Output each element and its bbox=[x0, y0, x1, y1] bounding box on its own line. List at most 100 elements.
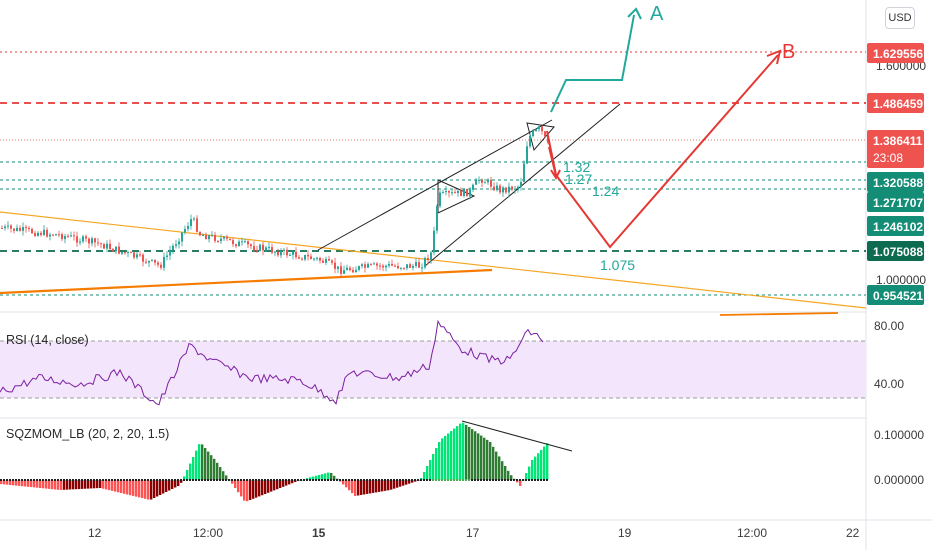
squeeze-bar bbox=[378, 480, 381, 492]
candle-body bbox=[130, 252, 132, 254]
candle-body bbox=[106, 243, 108, 249]
candle-body bbox=[244, 241, 246, 243]
squeeze-dot bbox=[336, 479, 338, 481]
sqz-title[interactable]: SQZMOM_LB (20, 2, 20, 1.5) bbox=[6, 427, 169, 441]
candle-body bbox=[394, 265, 396, 267]
candle-body bbox=[262, 244, 264, 251]
squeeze-dot bbox=[429, 479, 431, 481]
candle-body bbox=[19, 227, 21, 231]
candle-body bbox=[328, 259, 330, 261]
squeeze-dot bbox=[219, 479, 221, 481]
price-label-1320588: 1.320588 bbox=[867, 172, 924, 192]
squeeze-dot bbox=[150, 479, 152, 481]
squeeze-dot bbox=[330, 479, 332, 481]
candle-body bbox=[379, 265, 381, 267]
candle-body bbox=[10, 225, 12, 229]
squeeze-dot bbox=[234, 479, 236, 481]
candle-body bbox=[532, 131, 534, 137]
squeeze-dot bbox=[477, 479, 479, 481]
squeeze-bar bbox=[246, 480, 249, 502]
squeeze-dot bbox=[495, 479, 497, 481]
squeeze-bar bbox=[426, 466, 429, 480]
squeeze-bar bbox=[432, 454, 435, 480]
svg-text:0.954521: 0.954521 bbox=[873, 289, 923, 303]
squeeze-bar bbox=[255, 480, 258, 498]
squeeze-dot bbox=[432, 479, 434, 481]
candle-body bbox=[487, 179, 489, 183]
squeeze-bar bbox=[384, 480, 387, 491]
small-drop-arrow bbox=[548, 146, 557, 177]
squeeze-bar bbox=[81, 480, 84, 489]
squeeze-bar bbox=[261, 480, 264, 496]
candle-body bbox=[43, 229, 45, 235]
candle-body bbox=[256, 249, 258, 251]
squeeze-bar bbox=[459, 423, 462, 480]
candle-body bbox=[463, 188, 465, 197]
squeeze-bar bbox=[534, 456, 537, 480]
squeeze-bar bbox=[462, 422, 465, 480]
candle-body bbox=[49, 234, 51, 237]
candle-body bbox=[127, 252, 129, 254]
squeeze-dot bbox=[213, 479, 215, 481]
squeeze-bar bbox=[498, 456, 501, 480]
currency-button[interactable]: USD bbox=[885, 7, 915, 29]
candle-body bbox=[286, 249, 288, 256]
flag-triangle[interactable] bbox=[437, 179, 476, 214]
squeeze-dot bbox=[165, 479, 167, 481]
channel-upper-line[interactable] bbox=[317, 119, 553, 251]
squeeze-bar bbox=[387, 480, 390, 491]
wave-b-projection[interactable] bbox=[546, 54, 779, 249]
squeeze-dot bbox=[456, 479, 458, 481]
squeeze-dot bbox=[426, 479, 428, 481]
squeeze-bar bbox=[474, 431, 477, 480]
squeeze-bar bbox=[51, 480, 54, 490]
candle-body bbox=[361, 264, 363, 267]
candle-body bbox=[91, 238, 93, 244]
support-trendline-extension[interactable] bbox=[719, 312, 839, 316]
candle-body bbox=[439, 192, 441, 207]
candle-body bbox=[7, 225, 9, 227]
squeeze-bar bbox=[213, 458, 216, 480]
squeeze-dot bbox=[309, 479, 311, 481]
candle-body bbox=[469, 189, 471, 197]
squeeze-dot bbox=[84, 479, 86, 481]
support-trendline[interactable] bbox=[0, 268, 493, 295]
candle-body bbox=[1, 228, 3, 229]
candle-body bbox=[295, 251, 297, 258]
candle-body bbox=[316, 257, 318, 259]
squeeze-dot bbox=[189, 479, 191, 481]
candle-body bbox=[313, 258, 315, 260]
squeeze-bar bbox=[393, 480, 396, 489]
squeeze-dot bbox=[114, 479, 116, 481]
squeeze-dot bbox=[306, 479, 308, 481]
squeeze-bar bbox=[45, 480, 48, 489]
squeeze-dot bbox=[252, 479, 254, 481]
candle-body bbox=[397, 265, 399, 269]
squeeze-bar bbox=[75, 480, 78, 490]
squeeze-bar bbox=[189, 463, 192, 480]
time-tick-12: 12 bbox=[88, 526, 102, 540]
squeeze-bar bbox=[348, 480, 351, 491]
squeeze-dot bbox=[99, 479, 101, 481]
squeeze-dot bbox=[207, 479, 209, 481]
squeeze-bar bbox=[360, 480, 363, 495]
candle-body bbox=[268, 247, 270, 249]
squeeze-dot bbox=[351, 479, 353, 481]
squeeze-bar bbox=[447, 433, 450, 480]
squeeze-dot bbox=[81, 479, 83, 481]
squeeze-dot bbox=[294, 479, 296, 481]
channel-lower-line[interactable] bbox=[424, 103, 621, 267]
rsi-title[interactable]: RSI (14, close) bbox=[6, 333, 89, 347]
candle-body bbox=[367, 263, 369, 268]
squeeze-dot bbox=[12, 479, 14, 481]
momentum-divergence-line[interactable] bbox=[461, 420, 573, 452]
squeeze-bar bbox=[492, 446, 495, 480]
candle-body bbox=[481, 179, 483, 183]
squeeze-dot bbox=[216, 479, 218, 481]
squeeze-bar bbox=[477, 433, 480, 480]
squeeze-dot bbox=[360, 479, 362, 481]
wave-a-projection[interactable] bbox=[550, 14, 635, 113]
squeeze-dot bbox=[168, 479, 170, 481]
candle-body bbox=[67, 236, 69, 238]
